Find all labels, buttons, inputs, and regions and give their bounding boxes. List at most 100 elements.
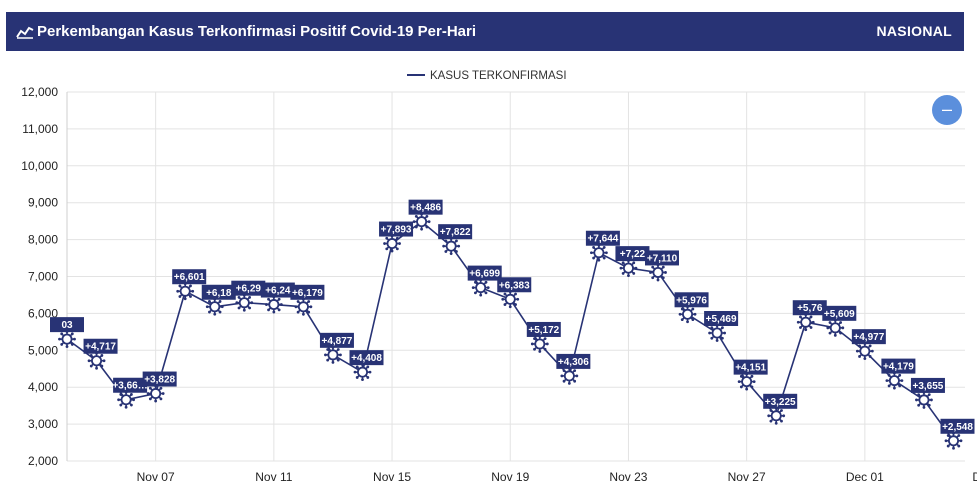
virus-icon bbox=[944, 431, 963, 450]
virus-icon bbox=[501, 290, 520, 309]
virus-icon bbox=[826, 318, 845, 337]
data-label-box bbox=[201, 284, 236, 300]
data-label: +7,893 bbox=[381, 225, 412, 236]
data-label: +3,225 bbox=[765, 397, 796, 408]
data-label-box bbox=[851, 329, 886, 345]
virus-icon bbox=[442, 237, 461, 256]
data-label: +4,151 bbox=[735, 363, 766, 374]
data-label: +5,172 bbox=[528, 325, 559, 336]
virus-icon bbox=[619, 259, 638, 278]
virus-icon bbox=[117, 390, 135, 409]
data-label: 03 bbox=[61, 320, 73, 331]
data-label-box bbox=[615, 246, 650, 262]
data-label: +5,976 bbox=[676, 295, 707, 306]
virus-icon bbox=[146, 384, 165, 403]
virus-icon bbox=[915, 391, 933, 409]
data-label: +7,110 bbox=[647, 253, 678, 264]
virus-icon bbox=[855, 342, 874, 361]
zoom-reset-button[interactable]: – bbox=[932, 95, 962, 125]
virus-icon bbox=[383, 234, 401, 253]
x-tick-label: Nov 19 bbox=[491, 470, 529, 484]
line-chart-icon bbox=[16, 26, 34, 39]
virus-icon bbox=[294, 297, 313, 316]
data-label: +2,548 bbox=[942, 422, 973, 433]
scope-badge[interactable]: NASIONAL bbox=[876, 23, 952, 39]
virus-icon bbox=[649, 263, 667, 282]
virus-icon bbox=[560, 367, 579, 385]
virus-icon bbox=[58, 330, 76, 349]
x-tick-label: Nov 11 bbox=[255, 470, 292, 484]
y-tick-label: 3,000 bbox=[28, 417, 58, 431]
y-tick-label: 9,000 bbox=[28, 196, 58, 210]
virus-icon bbox=[678, 305, 697, 324]
virus-icon bbox=[471, 278, 490, 297]
data-label: +6,699 bbox=[469, 269, 500, 280]
data-label-box bbox=[763, 393, 798, 409]
virus-icon bbox=[264, 295, 283, 314]
data-label: +6,179 bbox=[292, 288, 323, 299]
data-label: +4,877 bbox=[322, 336, 353, 347]
data-label: +3,655 bbox=[913, 381, 944, 392]
data-label-box bbox=[142, 371, 177, 387]
data-label-box bbox=[408, 199, 443, 215]
data-label: +7,644 bbox=[587, 234, 618, 245]
virus-icon bbox=[324, 345, 342, 364]
y-tick-label: 7,000 bbox=[28, 270, 58, 284]
data-label: +4,306 bbox=[558, 357, 589, 368]
y-tick-label: 5,000 bbox=[28, 343, 58, 357]
data-label-box bbox=[733, 359, 768, 375]
virus-icon bbox=[176, 282, 195, 301]
page-title: Perkembangan Kasus Terkonfirmasi Positif… bbox=[37, 23, 477, 40]
virus-icon bbox=[412, 212, 431, 231]
virus-icon bbox=[796, 313, 815, 332]
data-label: +6,24 bbox=[265, 286, 291, 297]
y-tick-label: 6,000 bbox=[28, 306, 58, 320]
data-label-box bbox=[556, 353, 591, 369]
data-label-box bbox=[290, 284, 325, 300]
virus-icon bbox=[590, 243, 608, 262]
data-label-box bbox=[113, 377, 148, 393]
data-label: +7,822 bbox=[440, 227, 471, 238]
data-label: +8,486 bbox=[410, 203, 441, 214]
y-tick-label: 11,000 bbox=[22, 122, 58, 136]
data-label-box bbox=[881, 358, 916, 374]
data-label-box bbox=[467, 265, 502, 281]
x-tick-label: Dec 01 bbox=[846, 470, 884, 484]
data-label-box bbox=[497, 277, 532, 293]
data-label: +6,601 bbox=[174, 272, 205, 283]
data-label-box bbox=[231, 280, 266, 296]
data-label: +4,717 bbox=[85, 342, 116, 353]
data-label: +6,18 bbox=[206, 288, 232, 299]
data-label: +5,469 bbox=[706, 314, 737, 325]
data-label-box bbox=[50, 317, 84, 333]
data-label: +4,977 bbox=[853, 332, 884, 343]
data-label-box bbox=[526, 321, 561, 337]
data-label-box bbox=[792, 300, 827, 316]
chart-header: Perkembangan Kasus Terkonfirmasi Positif… bbox=[6, 12, 964, 51]
virus-icon bbox=[205, 297, 224, 316]
x-tick-label: Nov 23 bbox=[609, 470, 647, 484]
data-label-box bbox=[438, 224, 473, 240]
legend-label: KASUS TERKONFIRMASI bbox=[430, 70, 567, 82]
y-tick-label: 12,000 bbox=[21, 85, 58, 99]
data-label-box bbox=[379, 221, 414, 237]
y-tick-label: 2,000 bbox=[28, 454, 58, 468]
data-label-box bbox=[319, 332, 354, 348]
y-tick-label: 10,000 bbox=[21, 159, 58, 173]
virus-icon bbox=[530, 335, 549, 353]
data-label: +4,179 bbox=[883, 362, 914, 373]
data-label: +3,66… bbox=[112, 381, 147, 392]
y-tick-label: 8,000 bbox=[28, 233, 58, 247]
virus-icon bbox=[708, 324, 726, 342]
data-label: +7,22 bbox=[620, 249, 646, 260]
cases-line-chart: KASUS TERKONFIRMASI 2,000 3,000 4,000 5,000 6… bbox=[21, 70, 977, 484]
virus-icon bbox=[767, 406, 786, 425]
data-label-box bbox=[645, 250, 679, 266]
data-label-box bbox=[260, 282, 295, 298]
virus-icon bbox=[353, 363, 372, 382]
data-label-box bbox=[172, 269, 207, 285]
x-tick-label: Nov 07 bbox=[137, 470, 175, 484]
data-label: +6,29 bbox=[236, 284, 262, 295]
data-label-box bbox=[585, 230, 620, 246]
data-label-box bbox=[349, 350, 384, 366]
